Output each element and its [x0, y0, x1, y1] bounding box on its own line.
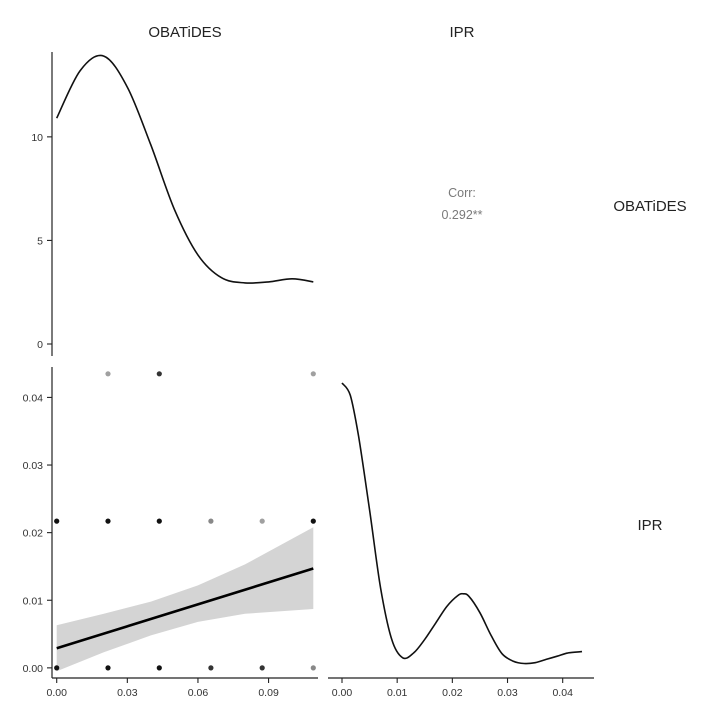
scatter-point-5	[310, 665, 316, 671]
density-obatides-y-tick-label-2: 10	[31, 132, 43, 144]
density-curve-obatides	[55, 54, 314, 284]
scatter-point-4	[259, 665, 265, 671]
scatter-point-0	[54, 665, 60, 671]
density-ipr-x-tick-label-1: 0.01	[387, 687, 408, 699]
scatter-point-9	[208, 518, 214, 524]
correlation-label: Corr:	[448, 186, 476, 200]
scatter-point-11	[310, 518, 316, 524]
row-label-obatides: OBATiDES	[613, 198, 686, 215]
scatter-x-tick-label-2: 0.06	[188, 687, 209, 699]
scatter-points-layer	[54, 371, 316, 671]
column-label-obatides: OBATiDES	[148, 24, 221, 41]
scatter-y-tick-label-3: 0.03	[23, 460, 44, 472]
scatter-point-10	[259, 518, 265, 524]
ticks-layer: 0.00 0.03 0.06 0.09 0.00 0.01 0.02 0.03 0.04 0 5 10…	[23, 132, 574, 699]
scatter-point-12	[105, 371, 111, 377]
density-curve-ipr	[341, 382, 583, 665]
scatter-point-7	[105, 518, 111, 524]
column-label-ipr: IPR	[449, 24, 474, 41]
scatter-x-tick-label-3: 0.09	[258, 687, 279, 699]
density-ipr-x-tick-label-2: 0.02	[442, 687, 463, 699]
scatter-point-3	[208, 665, 214, 671]
scatter-y-tick-label-4: 0.04	[23, 392, 44, 404]
density-ipr-x-tick-label-4: 0.04	[552, 687, 573, 699]
scatter-point-6	[54, 518, 60, 524]
density-obatides-y-tick-label-0: 0	[37, 339, 43, 351]
scatter-y-tick-label-1: 0.01	[23, 595, 44, 607]
scatter-point-2	[156, 665, 162, 671]
density-ipr-x-tick-label-0: 0.00	[332, 687, 353, 699]
scatter-point-13	[156, 371, 162, 377]
scatter-x-tick-label-0: 0.00	[46, 687, 67, 699]
density-obatides-y-tick-label-1: 5	[37, 235, 43, 247]
density-ipr-x-tick-label-3: 0.03	[497, 687, 518, 699]
scatter-y-tick-label-0: 0.00	[23, 663, 44, 675]
confidence-band-layer	[56, 527, 314, 672]
scatter-x-tick-label-1: 0.03	[117, 687, 138, 699]
correlation-value: 0.292**	[441, 208, 482, 222]
row-label-ipr: IPR	[637, 517, 662, 534]
scatter-point-8	[156, 518, 162, 524]
curves-layer	[55, 54, 583, 665]
regression-line	[56, 567, 314, 650]
scatter-point-14	[310, 371, 316, 377]
confidence-band	[56, 527, 314, 672]
scatter-point-1	[105, 665, 111, 671]
scatter-y-tick-label-2: 0.02	[23, 528, 44, 540]
